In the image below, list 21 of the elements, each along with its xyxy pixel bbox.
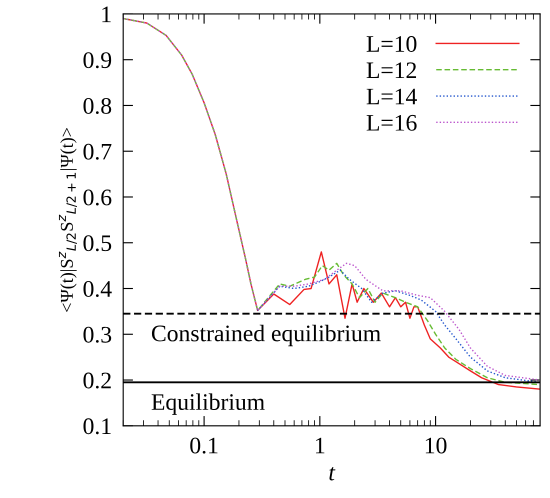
x-tick-label: 0.1	[190, 438, 218, 454]
y-axis-title: <Ψ(t)|S$^{z}$$_{L/2}$S$^{z}$$_{L/2+1}$|Ψ(t)>	[58, 128, 77, 312]
legend-label: L=16	[366, 114, 417, 131]
y-tick-label: 1	[102, 6, 111, 22]
y-tick-label: 0.6	[83, 189, 112, 206]
legend-label: L=12	[366, 62, 416, 78]
legend-label: L=14	[366, 88, 417, 104]
y-tick-label: 0.8	[83, 98, 112, 114]
y-tick-label: 0.1	[83, 418, 111, 434]
y-tick-label: 0.4	[83, 281, 112, 298]
y-tick-label: 0.9	[83, 52, 112, 68]
x-axis-title: t	[329, 466, 336, 480]
y-tick-label: 0.2	[83, 372, 111, 389]
ref-line-label: Constrained equilibrium	[152, 324, 381, 346]
x-tick-label: 10	[426, 438, 446, 454]
y-tick-label: 0.3	[83, 326, 112, 343]
x-tick-label: 1	[316, 438, 324, 454]
y-tick-label: 0.5	[83, 235, 112, 252]
ref-line-label: Equilibrium	[152, 393, 265, 415]
legend-label: L=10	[366, 36, 416, 52]
y-tick-label: 0.7	[83, 144, 112, 160]
